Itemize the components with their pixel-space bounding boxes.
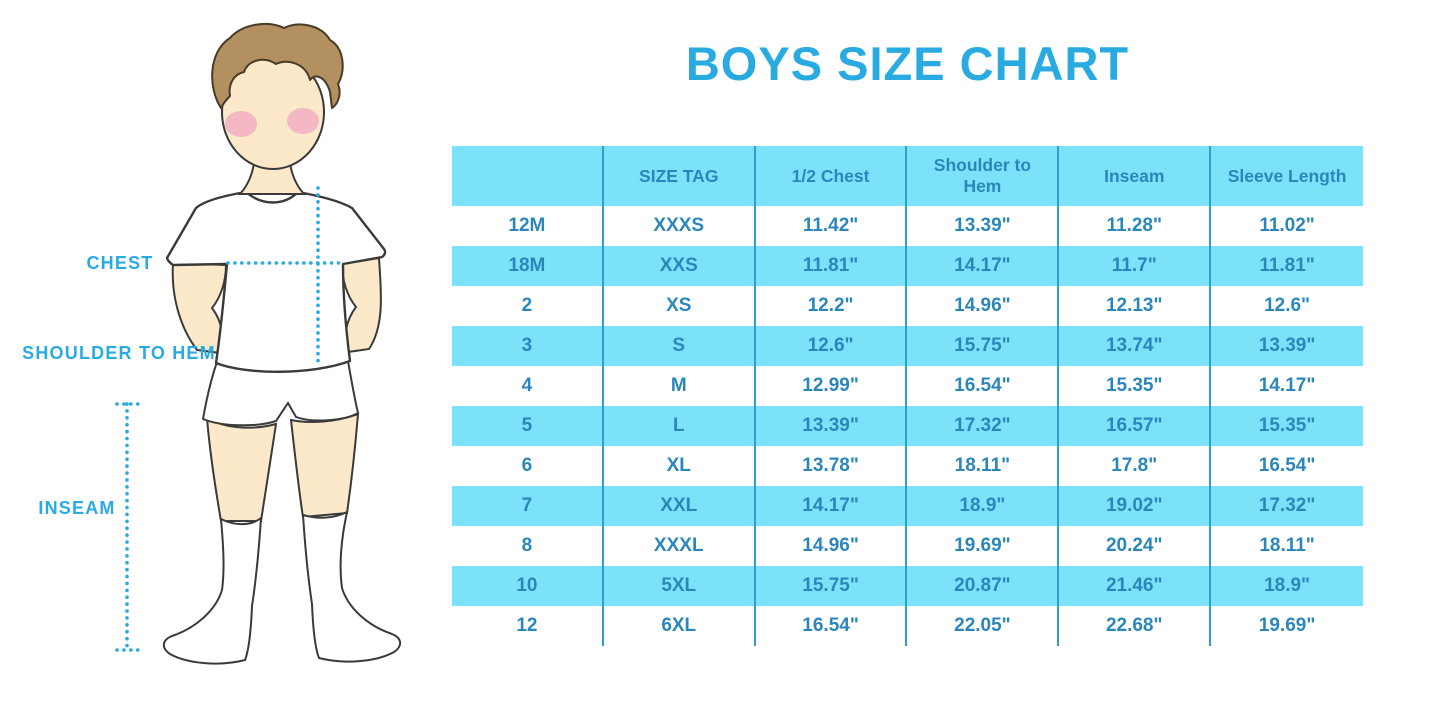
table-row: 3 S 12.6" 15.75" 13.74" 13.39" [452, 326, 1363, 366]
size-cell: 15.35" [1258, 415, 1316, 436]
table-row: 10 5XL 15.75" 20.87" 21.46" 18.9" [452, 566, 1363, 606]
size-cell: XXXS [604, 206, 756, 246]
size-cell: 12M [452, 206, 604, 246]
hair [211, 22, 344, 109]
size-cell: 15.75" [907, 326, 1060, 366]
table-row: 12M XXXS 11.42" 13.39" 11.28" 11.02" [452, 206, 1363, 246]
header-cell: Sleeve Length [1227, 165, 1347, 186]
table-row: 6 XL 13.78" 18.11" 17.8" 16.54" [452, 446, 1363, 486]
table-row: 7 XXL 14.17" 18.9" 19.02" 17.32" [452, 486, 1363, 526]
table-header-row: SIZE TAG 1/2 Chest Shoulder to Hem Inseam Sl… [452, 146, 1363, 206]
table-row: 8 XXXL 14.96" 19.69" 20.24" 18.11" [452, 526, 1363, 566]
size-cell: S [604, 326, 756, 366]
header-cell: Inseam [1059, 146, 1212, 206]
page-title: BOYS SIZE CHART [685, 37, 1130, 90]
size-cell: 17.8" [1059, 446, 1212, 486]
table-row: 5 L 13.39" 17.32" 16.57" 15.35" [452, 406, 1363, 446]
size-table: SIZE TAG 1/2 Chest Shoulder to Hem Inseam Sl… [452, 146, 1363, 646]
size-cell: 18.9" [1264, 575, 1311, 596]
size-cell: 15.75" [756, 566, 908, 606]
t-shirt [165, 190, 387, 373]
size-cell: 6XL [604, 606, 756, 646]
size-cell: 12.6" [1264, 295, 1311, 316]
blush-right-icon [287, 108, 319, 134]
size-cell: 14.96" [907, 286, 1060, 326]
size-cell: 11.28" [1059, 206, 1212, 246]
inseam-label: INSEAM [38, 498, 115, 518]
size-cell: 17.32" [907, 406, 1060, 446]
size-cell: 11.7" [1059, 246, 1212, 286]
size-cell: 22.68" [1059, 606, 1212, 646]
size-cell: 12.2" [756, 286, 908, 326]
size-cell: 18.11" [907, 446, 1060, 486]
size-cell: 13.39" [907, 206, 1060, 246]
size-cell: 20.24" [1059, 526, 1212, 566]
size-cell: 12.13" [1059, 286, 1212, 326]
size-cell: 19.02" [1059, 486, 1212, 526]
size-cell: 13.74" [1059, 326, 1212, 366]
size-cell: XXL [604, 486, 756, 526]
size-cell: L [604, 406, 756, 446]
size-cell: XXS [604, 246, 756, 286]
size-cell: 12.99" [756, 366, 908, 406]
size-cell: 16.57" [1059, 406, 1212, 446]
size-cell: 4 [452, 366, 604, 406]
size-cell: 14.17" [907, 246, 1060, 286]
size-cell: 5XL [604, 566, 756, 606]
size-cell: 15.35" [1059, 366, 1212, 406]
size-cell: 17.32" [1258, 495, 1316, 516]
table-row: 4 M 12.99" 16.54" 15.35" 14.17" [452, 366, 1363, 406]
table-row: 12 6XL 16.54" 22.05" 22.68" 19.69" [452, 606, 1363, 646]
size-cell: 19.69" [1258, 615, 1316, 636]
size-cell: 14.17" [756, 486, 908, 526]
size-cell: 10 [452, 566, 604, 606]
right-sock [301, 510, 402, 663]
size-cell: 18.9" [907, 486, 1060, 526]
size-cell: 11.42" [756, 206, 908, 246]
size-cell: 11.02" [1259, 215, 1315, 236]
size-cell: XS [604, 286, 756, 326]
boy-illustration: CHEST SHOULDER TO HEM INSEAM [22, 22, 402, 665]
size-cell: 16.54" [756, 606, 908, 646]
size-cell: 7 [452, 486, 604, 526]
table-row: 18M XXS 11.81" 14.17" 11.7" 11.81" [452, 246, 1363, 286]
table-row: 2 XS 12.2" 14.96" 12.13" 12.6" [452, 286, 1363, 326]
size-cell: 16.54" [907, 366, 1060, 406]
size-cell: 6 [452, 446, 604, 486]
left-sock [162, 515, 263, 665]
size-cell: XXXL [604, 526, 756, 566]
size-cell: 11.81" [1259, 255, 1315, 276]
left-leg [205, 416, 278, 522]
header-cell: SIZE TAG [604, 146, 756, 206]
size-cell: 20.87" [907, 566, 1060, 606]
blush-left-icon [225, 111, 257, 137]
size-cell: 13.39" [1258, 335, 1316, 356]
size-cell: 13.39" [756, 406, 908, 446]
header-cell: 1/2 Chest [756, 146, 908, 206]
size-cell: 8 [452, 526, 604, 566]
size-cell: XL [604, 446, 756, 486]
chest-label: CHEST [86, 253, 153, 273]
header-cell [452, 146, 604, 206]
size-cell: 18.11" [1259, 535, 1315, 556]
right-leg [289, 412, 360, 519]
shoulder-to-hem-label: SHOULDER TO HEM [22, 343, 216, 363]
size-cell: M [604, 366, 756, 406]
size-cell: 3 [452, 326, 604, 366]
size-cell: 18M [452, 246, 604, 286]
size-cell: 12.6" [756, 326, 908, 366]
size-cell: 12 [452, 606, 604, 646]
size-cell: 19.69" [907, 526, 1060, 566]
size-cell: 16.54" [1258, 455, 1316, 476]
table-body: 12M XXXS 11.42" 13.39" 11.28" 11.02" 18M XXS 11.… [452, 206, 1363, 646]
size-cell: 14.96" [756, 526, 908, 566]
size-cell: 11.81" [756, 246, 908, 286]
size-cell: 5 [452, 406, 604, 446]
size-cell: 21.46" [1059, 566, 1212, 606]
size-cell: 2 [452, 286, 604, 326]
header-cell: Shoulder to Hem [907, 146, 1060, 206]
size-cell: 13.78" [756, 446, 908, 486]
size-cell: 14.17" [1258, 375, 1316, 396]
size-cell: 22.05" [907, 606, 1060, 646]
